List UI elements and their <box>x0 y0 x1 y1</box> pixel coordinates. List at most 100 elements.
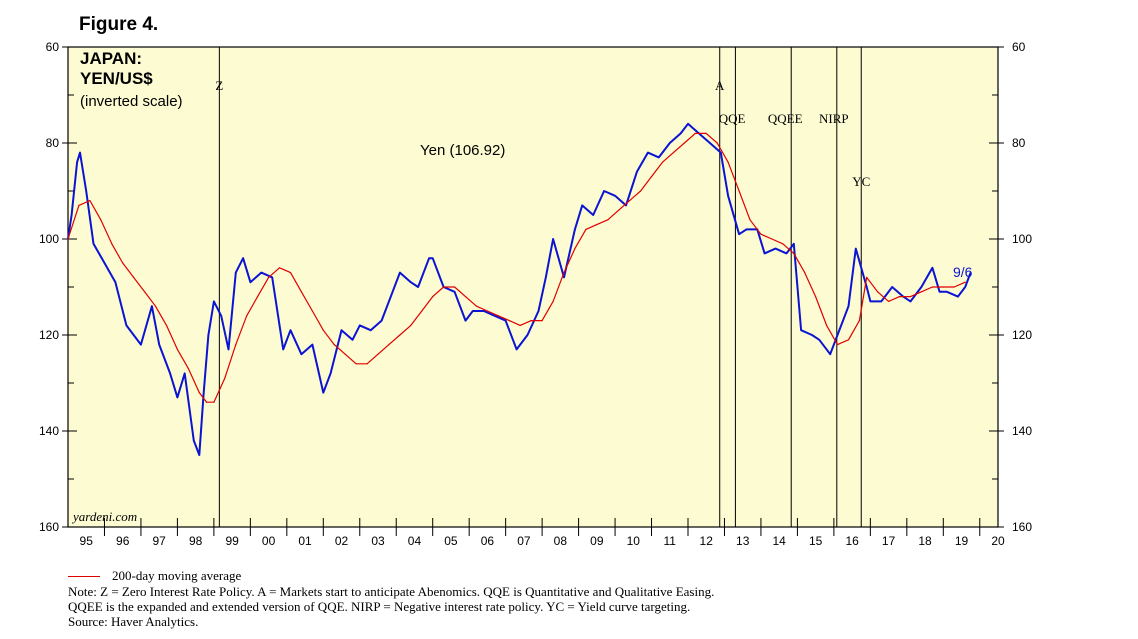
ma-point <box>311 310 313 312</box>
yen-point <box>545 276 547 278</box>
x-tick-label: 00 <box>262 534 276 548</box>
yen-point <box>764 252 766 254</box>
yen-point <box>647 152 649 154</box>
x-tick-label: 05 <box>444 534 458 548</box>
yen-point <box>472 310 474 312</box>
yen-point <box>625 204 627 206</box>
ma-point <box>366 363 368 365</box>
ma-point <box>694 132 696 134</box>
series-end-label: 9/6 <box>953 264 973 280</box>
ma-point <box>133 276 135 278</box>
yen-point <box>322 392 324 394</box>
yen-point <box>169 372 171 374</box>
source-note: Source: Haver Analytics. <box>68 614 199 629</box>
ma-point <box>964 281 966 283</box>
ma-point <box>898 296 901 298</box>
yen-point <box>184 372 186 374</box>
y-tick-label-right: 120 <box>1012 328 1032 342</box>
ma-point <box>640 190 642 192</box>
yen-point <box>793 243 795 245</box>
y-tick-label-right: 80 <box>1012 136 1026 150</box>
yen-point <box>151 305 153 307</box>
ma-point <box>942 286 944 288</box>
yen-point <box>920 286 923 288</box>
yen-point <box>76 161 78 163</box>
ma-point <box>650 176 653 178</box>
yen-point <box>658 156 660 158</box>
event-label-qqe: QQE <box>719 111 746 126</box>
yen-point <box>537 310 540 312</box>
x-tick-label: 18 <box>918 534 932 548</box>
series-yen-line <box>67 122 972 456</box>
yen-point <box>909 300 912 302</box>
ma-point <box>705 132 707 134</box>
yen-point <box>359 324 361 326</box>
yen-point <box>811 334 813 336</box>
yen-point <box>939 291 941 293</box>
yen-point <box>432 257 434 259</box>
ma-point <box>920 291 923 293</box>
ma-point <box>683 142 686 144</box>
ma-point <box>246 315 248 317</box>
yen-point <box>79 152 81 154</box>
yen-point <box>592 214 594 216</box>
ma-point <box>519 324 521 326</box>
ma-point <box>931 286 934 288</box>
yen-point <box>946 291 948 293</box>
ma-point <box>111 243 113 245</box>
y-tick-label-right: 160 <box>1012 520 1032 534</box>
ma-point <box>344 353 346 355</box>
ma-point <box>235 344 237 346</box>
x-tick-label: 19 <box>955 534 969 548</box>
y-tick-label-left: 160 <box>39 520 59 534</box>
yen-point <box>709 142 711 144</box>
y-tick-label-left: 120 <box>39 328 59 342</box>
yen-point <box>581 204 583 206</box>
yen-point <box>785 252 788 254</box>
ma-point <box>399 334 401 336</box>
legend-ma-label: 200-day moving average <box>112 568 242 583</box>
ma-point <box>826 324 828 326</box>
figure-label: Figure 4. <box>79 14 159 35</box>
ma-point <box>716 142 718 144</box>
yen-point <box>669 142 671 144</box>
yen-point <box>774 248 777 250</box>
legend-ma-swatch <box>68 576 100 577</box>
yen-point <box>213 300 215 302</box>
x-tick-label: 03 <box>371 534 385 548</box>
ma-point <box>771 238 773 240</box>
ma-point <box>464 296 467 298</box>
yen-point <box>720 152 722 154</box>
x-tick-label: 20 <box>991 534 1005 548</box>
ma-point <box>629 200 631 202</box>
y-tick-label-left: 80 <box>46 136 60 150</box>
x-tick-label: 06 <box>481 534 495 548</box>
yen-point <box>687 123 689 125</box>
yen-point <box>869 300 872 302</box>
x-tick-label: 96 <box>116 534 130 548</box>
ma-point <box>585 228 587 230</box>
ma-point <box>213 401 215 403</box>
series-label-yen: Yen (106.92) <box>420 142 505 159</box>
yen-point <box>176 396 178 398</box>
yen-point <box>198 454 200 456</box>
ma-point <box>475 305 478 307</box>
ma-point <box>738 190 740 192</box>
ma-point <box>78 204 80 206</box>
x-tick-label: 02 <box>335 534 349 548</box>
ma-point <box>508 320 510 322</box>
yen-point <box>552 238 554 240</box>
y-tick-label-left: 100 <box>39 232 59 246</box>
x-tick-label: 12 <box>700 534 714 548</box>
ma-point <box>257 296 259 298</box>
yen-point <box>399 272 401 274</box>
x-tick-label: 15 <box>809 534 823 548</box>
ma-point <box>563 272 565 274</box>
ma-point <box>760 233 762 235</box>
x-tick-label: 04 <box>408 534 422 548</box>
yen-point <box>855 248 857 250</box>
yen-point <box>829 353 831 355</box>
ma-point <box>100 219 102 221</box>
event-label-yc: YC <box>852 174 870 189</box>
